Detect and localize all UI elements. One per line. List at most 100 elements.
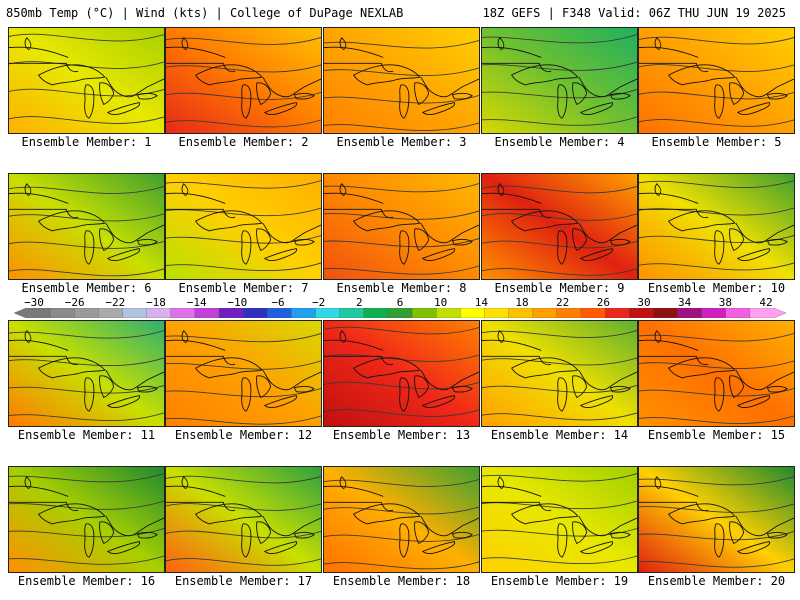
great-lakes-outline (667, 210, 788, 265)
colorbar-tick-label: 34 (678, 296, 692, 309)
height-contour (482, 412, 637, 421)
ensemble-member-label: Ensemble Member: 2 (178, 135, 309, 149)
coastline (639, 183, 699, 204)
great-lakes-outline (194, 64, 315, 119)
great-lakes-outline (194, 503, 315, 558)
great-lakes-outline (667, 503, 788, 558)
height-contour (482, 61, 637, 71)
ensemble-member-map (481, 466, 638, 573)
colorbar-segment (387, 308, 413, 318)
ensemble-member-label: Ensemble Member: 11 (17, 428, 156, 442)
state-border (639, 208, 794, 244)
height-contour (482, 33, 637, 44)
height-contour (9, 116, 164, 124)
coastline (482, 183, 542, 204)
height-contour (482, 500, 637, 510)
height-contour (482, 213, 637, 221)
great-lakes-outline (37, 64, 158, 119)
colorbar-tick-label: 38 (718, 296, 732, 309)
height-contour (166, 558, 321, 566)
temperature-field (482, 174, 637, 279)
height-contour (639, 415, 794, 424)
height-contour (324, 478, 479, 487)
ensemble-member-map (481, 173, 638, 280)
state-border (482, 355, 637, 391)
ensemble-member-label: Ensemble Member: 7 (178, 281, 309, 295)
ensemble-member-label: Ensemble Member: 20 (647, 574, 786, 588)
height-contour (482, 384, 637, 393)
great-lakes-outline (352, 503, 473, 558)
colorbar-segment (460, 308, 486, 318)
temperature-field (639, 174, 794, 279)
coastline (324, 476, 384, 497)
height-contour (482, 116, 637, 126)
temperature-field (639, 28, 794, 133)
coastline (166, 183, 226, 204)
colorbar-segment (701, 308, 727, 318)
height-contour (639, 530, 794, 541)
temperature-field (482, 467, 637, 572)
coastline (166, 37, 226, 58)
ensemble-member-label: Ensemble Member: 18 (332, 574, 471, 588)
height-contour (166, 387, 321, 398)
colorbar-tick-label: −18 (146, 296, 166, 309)
height-contour (9, 268, 164, 277)
colorbar-segment (170, 308, 196, 318)
height-contour (166, 207, 321, 217)
state-border (166, 355, 321, 391)
coastline (324, 37, 384, 58)
height-contour (166, 36, 321, 45)
height-contour (639, 91, 794, 100)
great-lakes-outline (37, 210, 158, 265)
state-border (9, 62, 164, 98)
temperature-field (9, 174, 164, 279)
state-border (482, 501, 637, 537)
ensemble-member-label: Ensemble Member: 15 (647, 428, 786, 442)
ensemble-member-label: Ensemble Member: 9 (494, 281, 625, 295)
temperature-field (9, 28, 164, 133)
height-contour (166, 360, 321, 370)
coastline (9, 476, 69, 497)
state-border (324, 501, 479, 537)
height-contour (639, 475, 794, 486)
height-contour (9, 357, 164, 367)
colorbar-tick-label: 10 (434, 296, 448, 309)
state-border (639, 501, 794, 537)
height-contour (639, 558, 794, 568)
colorbar-tick-label: −2 (312, 296, 326, 309)
chart-title: 850mb Temp (°C) | Wind (kts) | College o… (6, 6, 404, 20)
colorbar-segment (363, 308, 389, 318)
state-border (324, 355, 479, 391)
colorbar-tick-label: −6 (271, 296, 285, 309)
height-contour (324, 210, 479, 220)
height-contour (166, 262, 321, 272)
height-contour (639, 503, 794, 513)
temperature-field (482, 321, 637, 426)
height-contour (166, 119, 321, 128)
colorbar-segment (532, 308, 558, 318)
temperature-field (166, 174, 321, 279)
ensemble-member-map (638, 173, 795, 280)
great-lakes-outline (667, 357, 788, 412)
state-border (482, 208, 637, 244)
colorbar-segment (411, 308, 437, 318)
colorbar-segment (194, 308, 220, 318)
colorbar-segment (98, 308, 124, 318)
height-contour (166, 415, 321, 425)
ensemble-member-map (638, 320, 795, 427)
height-contour (482, 357, 637, 366)
ensemble-member-label: Ensemble Member: 5 (651, 135, 782, 149)
colorbar-tick-label: −14 (186, 296, 207, 309)
height-contour (324, 237, 479, 248)
height-contour (324, 182, 479, 193)
height-contour (324, 354, 479, 362)
coastline (639, 37, 699, 58)
height-contour (324, 122, 479, 131)
great-lakes-outline (510, 210, 631, 265)
state-border (9, 501, 164, 537)
colorbar-segment (556, 308, 582, 318)
height-contour (9, 61, 164, 69)
ensemble-member-label: Ensemble Member: 8 (336, 281, 467, 295)
colorbar-tick-label: −30 (24, 296, 44, 309)
ensemble-member-map (8, 173, 165, 280)
